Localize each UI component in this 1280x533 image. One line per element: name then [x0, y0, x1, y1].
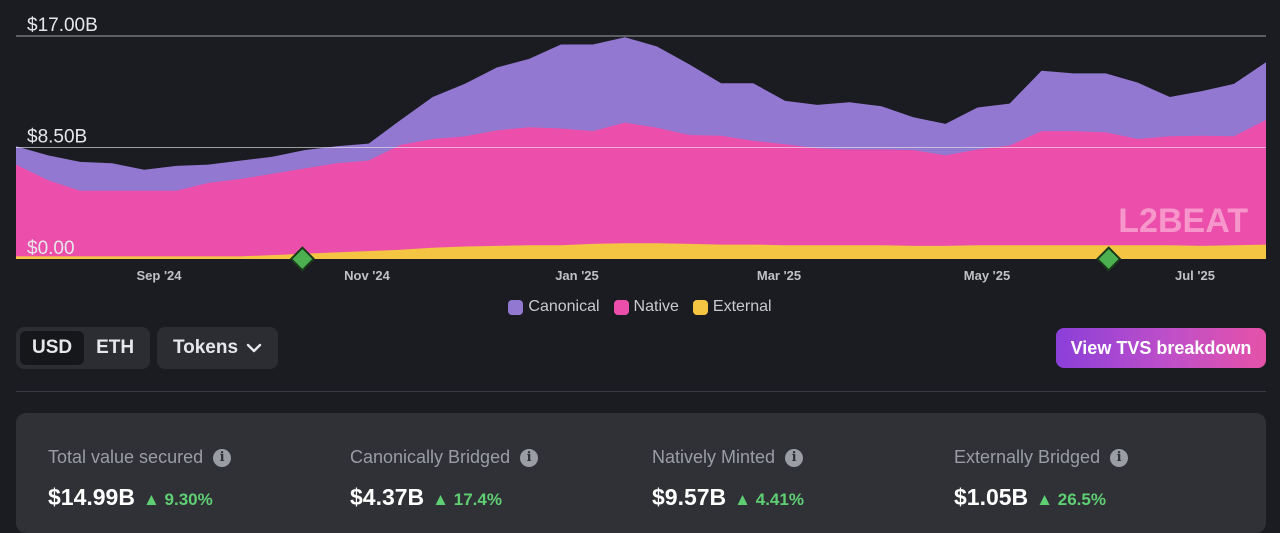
x-tick-label: May '25	[964, 268, 1010, 283]
arrow-up-icon: ▲	[1036, 490, 1053, 509]
legend-label-native: Native	[633, 298, 679, 315]
stat-total-value-secured: Total value secured i $14.99B ▲ 9.30%	[48, 447, 232, 511]
tokens-label: Tokens	[172, 337, 239, 358]
legend-swatch-external	[692, 299, 708, 315]
info-circle-icon[interactable]: i	[213, 448, 232, 467]
event-marker	[1095, 246, 1122, 272]
chevron-down-icon	[246, 343, 262, 353]
stat-change: ▲ 17.4%	[432, 490, 502, 509]
info-circle-icon[interactable]: i	[785, 448, 804, 467]
x-tick-label: Sep '24	[136, 268, 182, 283]
y-tick-label: $17.00B	[27, 15, 98, 36]
series-area-native	[16, 120, 1266, 259]
y-tick-label: $0.00	[27, 238, 75, 259]
legend-item-canonical[interactable]: Canonical	[508, 298, 600, 316]
stat-label: Externally Bridged	[954, 447, 1101, 467]
l2beat-watermark: L2BEAT	[1118, 202, 1248, 240]
stat-value: $1.05B	[954, 484, 1029, 510]
y-tick-label: $8.50B	[27, 127, 87, 148]
divider	[16, 391, 1266, 392]
legend-swatch-native	[613, 299, 629, 315]
stat-change: ▲ 9.30%	[142, 490, 213, 509]
legend-item-external[interactable]: External	[692, 298, 772, 316]
series-area-external	[16, 243, 1266, 259]
stat-canonically-bridged: Canonically Bridged i $4.37B ▲ 17.4%	[350, 447, 539, 511]
stat-value: $14.99B	[48, 484, 135, 510]
stat-externally-bridged: Externally Bridged i $1.05B ▲ 26.5%	[954, 447, 1129, 511]
stat-label: Total value secured	[48, 447, 204, 467]
view-tvs-breakdown-button[interactable]: View TVS breakdown	[1056, 328, 1266, 368]
stat-label: Canonically Bridged	[350, 447, 511, 467]
legend-swatch-canonical	[508, 299, 524, 315]
legend-label-canonical: Canonical	[528, 298, 600, 315]
tvs-area-chart[interactable]: $17.00B $8.50B $0.00 Sep '24 Nov '24 Jan '25 M…	[0, 0, 1280, 300]
tvs-chart[interactable]: $17.00B $8.50B $0.00 Sep '24 Nov '24 Jan '25 M…	[0, 0, 1280, 300]
x-tick-label: Nov '24	[344, 268, 390, 283]
legend-label-external: External	[712, 298, 772, 315]
eth-toggle[interactable]: ETH	[96, 337, 135, 358]
x-tick-label: Mar '25	[757, 268, 801, 283]
arrow-up-icon: ▲	[734, 490, 751, 509]
currency-toggle: USD ETH	[16, 327, 150, 369]
x-tick-label: Jan '25	[555, 268, 599, 283]
chart-legend: Canonical Native External	[0, 298, 1280, 316]
x-tick-label: Jul '25	[1175, 268, 1215, 283]
tokens-dropdown[interactable]: Tokens	[157, 327, 278, 369]
usd-toggle[interactable]: USD	[20, 331, 85, 365]
info-circle-icon[interactable]: i	[1110, 448, 1129, 467]
stat-change: ▲ 4.41%	[734, 490, 804, 509]
stat-natively-minted: Natively Minted i $9.57B ▲ 4.41%	[652, 447, 804, 511]
stat-value: $9.57B	[652, 484, 727, 510]
stat-value: $4.37B	[350, 484, 425, 510]
stat-change: ▲ 26.5%	[1036, 490, 1106, 509]
legend-item-native[interactable]: Native	[613, 298, 679, 316]
stats-panel: Total value secured i $14.99B ▲ 9.30% Ca…	[16, 413, 1266, 533]
arrow-up-icon: ▲	[432, 490, 449, 509]
stat-label: Natively Minted	[652, 447, 776, 467]
info-circle-icon[interactable]: i	[520, 448, 539, 467]
event-marker	[289, 246, 316, 272]
arrow-up-icon: ▲	[142, 490, 160, 509]
